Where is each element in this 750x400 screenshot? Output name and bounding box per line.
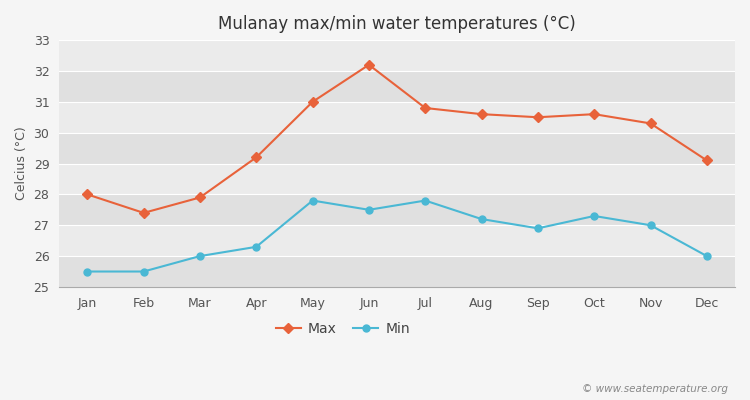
Bar [59, 71, 735, 102]
Bar [59, 225, 735, 256]
Max [252, 155, 261, 160]
Max [533, 115, 542, 120]
Bar [59, 40, 735, 71]
Max [646, 121, 655, 126]
Line: Max: Max [84, 61, 710, 216]
Bar [59, 256, 735, 287]
Min [308, 198, 317, 203]
Title: Mulanay max/min water temperatures (°C): Mulanay max/min water temperatures (°C) [218, 15, 576, 33]
Max [702, 158, 711, 163]
Max [364, 62, 374, 67]
Max [477, 112, 486, 116]
Min [252, 244, 261, 249]
Min [590, 214, 598, 218]
Max [308, 100, 317, 104]
Text: © www.seatemperature.org: © www.seatemperature.org [581, 384, 728, 394]
Max [196, 195, 205, 200]
Min [477, 217, 486, 222]
Min [533, 226, 542, 231]
Legend: Max, Min: Max, Min [271, 316, 416, 342]
Line: Min: Min [84, 197, 710, 275]
Min [646, 223, 655, 228]
Bar [59, 102, 735, 133]
Y-axis label: Celcius (°C): Celcius (°C) [15, 127, 28, 200]
Bar [59, 164, 735, 194]
Max [140, 210, 148, 215]
Max [421, 106, 430, 110]
Max [82, 192, 92, 197]
Max [590, 112, 598, 116]
Bar [59, 133, 735, 164]
Min [196, 254, 205, 258]
Min [702, 254, 711, 258]
Min [82, 269, 92, 274]
Min [364, 208, 374, 212]
Bar [59, 194, 735, 225]
Min [140, 269, 148, 274]
Min [421, 198, 430, 203]
